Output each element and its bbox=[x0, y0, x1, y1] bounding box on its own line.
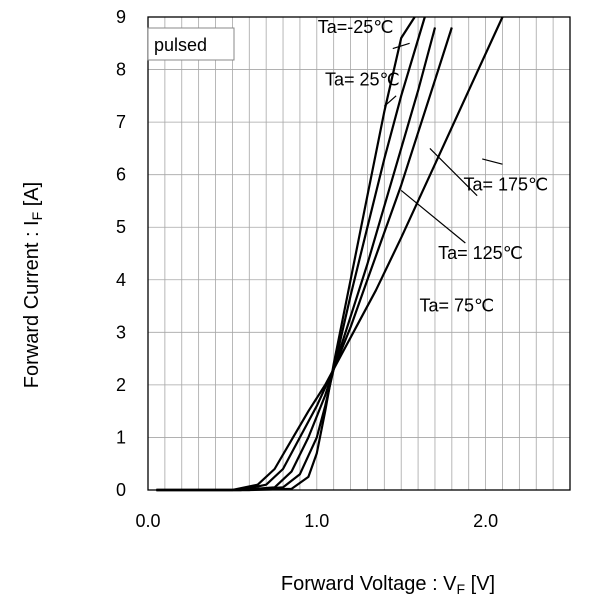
tick-labels: 0.0 1.0 2.0 0 1 2 3 4 5 6 7 8 9 bbox=[116, 7, 498, 531]
x-tick-label: 2.0 bbox=[473, 511, 498, 531]
x-axis-title-text: Forward Voltage : V bbox=[281, 573, 457, 595]
series-line-2 bbox=[156, 27, 437, 492]
y-axis-title-text: Forward Current : I bbox=[21, 220, 43, 388]
annotation-leader bbox=[392, 42, 410, 50]
y-tick-label: 1 bbox=[116, 427, 126, 447]
y-tick-label: 8 bbox=[116, 60, 126, 80]
y-tick-label: 4 bbox=[116, 270, 126, 290]
annotations: Ta=-25℃ Ta= 25℃ Ta= 175℃ Ta= 125℃ Ta= 75℃ bbox=[318, 17, 549, 316]
annotation-label: Ta= 175℃ bbox=[463, 174, 548, 194]
y-tick-label: 0 bbox=[116, 480, 126, 500]
y-tick-label: 9 bbox=[116, 7, 126, 27]
annotation-leader bbox=[383, 95, 397, 107]
x-axis-title-sub: F bbox=[457, 581, 466, 597]
plot-frame bbox=[147, 16, 571, 491]
y-tick-label: 3 bbox=[116, 322, 126, 342]
annotation-leader bbox=[400, 189, 466, 244]
y-axis-title-sub: F bbox=[29, 212, 45, 221]
x-axis-title-unit: [V] bbox=[465, 573, 495, 595]
x-tick-label: 1.0 bbox=[304, 511, 329, 531]
annotation-label: Ta= 75℃ bbox=[420, 295, 495, 315]
legend-box: pulsed bbox=[147, 27, 235, 61]
x-axis-title: Forward Voltage : VF [V] bbox=[281, 573, 495, 597]
y-tick-label: 5 bbox=[116, 217, 126, 237]
y-tick-label: 2 bbox=[116, 375, 126, 395]
y-tick-label: 7 bbox=[116, 112, 126, 132]
annotation-leaders bbox=[383, 42, 503, 244]
y-tick-label: 6 bbox=[116, 165, 126, 185]
annotation-label: Ta=-25℃ bbox=[318, 17, 394, 37]
series-lines bbox=[156, 16, 504, 492]
legend-box-label: pulsed bbox=[154, 35, 207, 55]
y-axis-title-unit: [A] bbox=[21, 182, 43, 212]
x-tick-label: 0.0 bbox=[135, 511, 160, 531]
annotation-leader bbox=[482, 158, 503, 165]
series-line-4 bbox=[156, 16, 504, 492]
series-line-1 bbox=[156, 16, 426, 492]
grid bbox=[148, 17, 570, 490]
annotation-leader bbox=[429, 147, 478, 197]
y-axis-title: Forward Current : IF [A] bbox=[21, 182, 45, 388]
series-line-3 bbox=[156, 27, 453, 492]
annotation-label: Ta= 125℃ bbox=[438, 243, 523, 263]
annotation-label: Ta= 25℃ bbox=[325, 69, 400, 89]
